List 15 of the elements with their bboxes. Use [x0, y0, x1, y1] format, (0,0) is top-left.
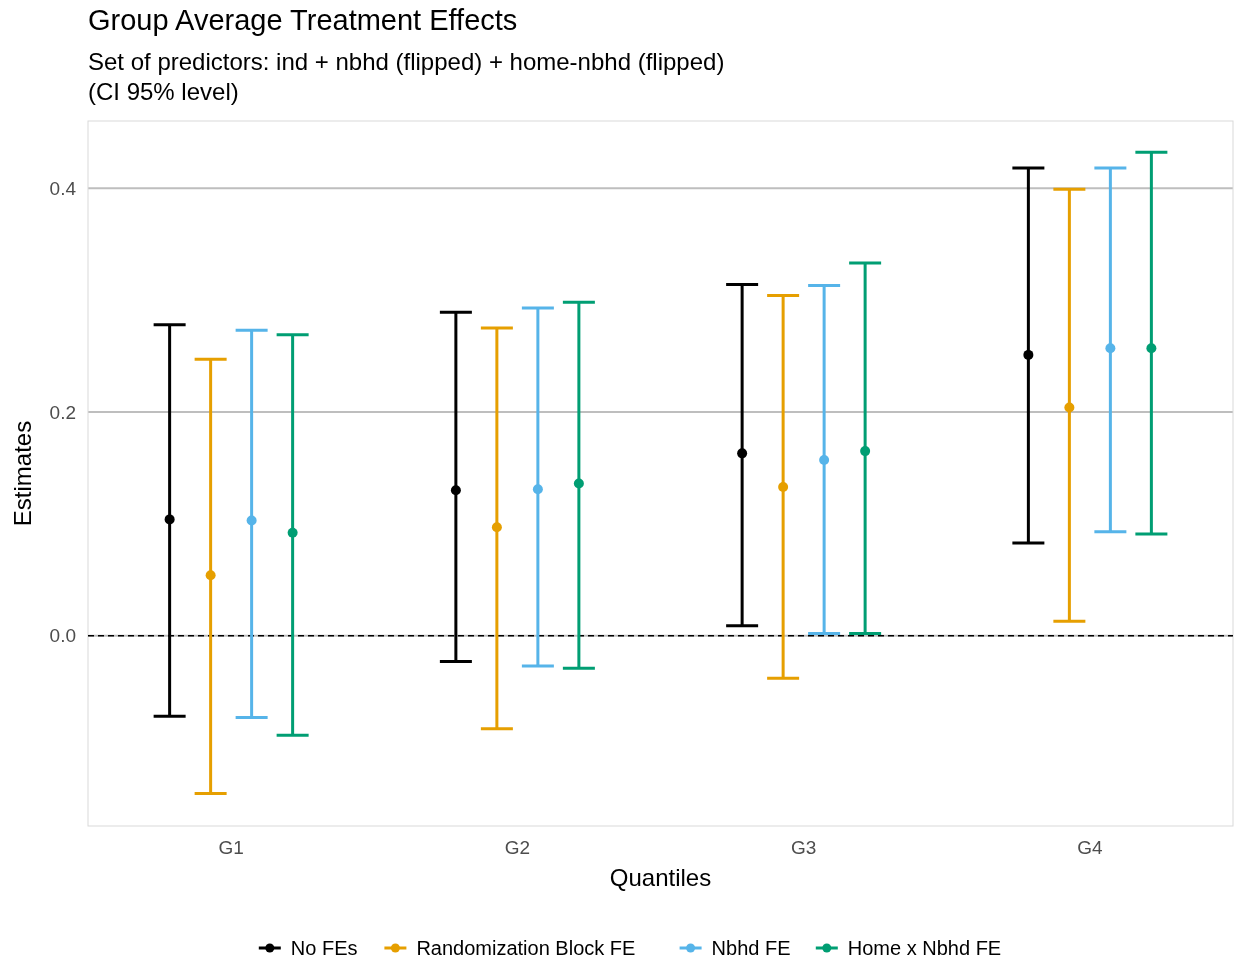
legend-label: Nbhd FE	[711, 937, 791, 959]
legend-label: Home x Nbhd FE	[847, 937, 1002, 959]
y-tick-label: 0.2	[49, 401, 76, 423]
y-tick-label: 0.0	[49, 625, 76, 647]
chart-subtitle: Set of predictors: ind + nbhd (flipped) + home-nbhd (flipped) (CI 95% level)	[88, 48, 725, 105]
legend-label: Randomization Block FE	[416, 937, 636, 959]
y-axis-title: Estimates	[9, 420, 36, 527]
legend-label: No FEs	[290, 937, 358, 959]
chart-title: Group Average Treatment Effects	[88, 4, 518, 36]
x-tick-label: G2	[504, 837, 531, 858]
x-axis-title: Quantiles	[609, 864, 712, 891]
x-tick-label: G1	[218, 837, 244, 858]
x-tick-label: G4	[1077, 837, 1103, 858]
x-tick-label: G3	[790, 837, 817, 858]
y-tick-label: 0.4	[49, 177, 77, 199]
